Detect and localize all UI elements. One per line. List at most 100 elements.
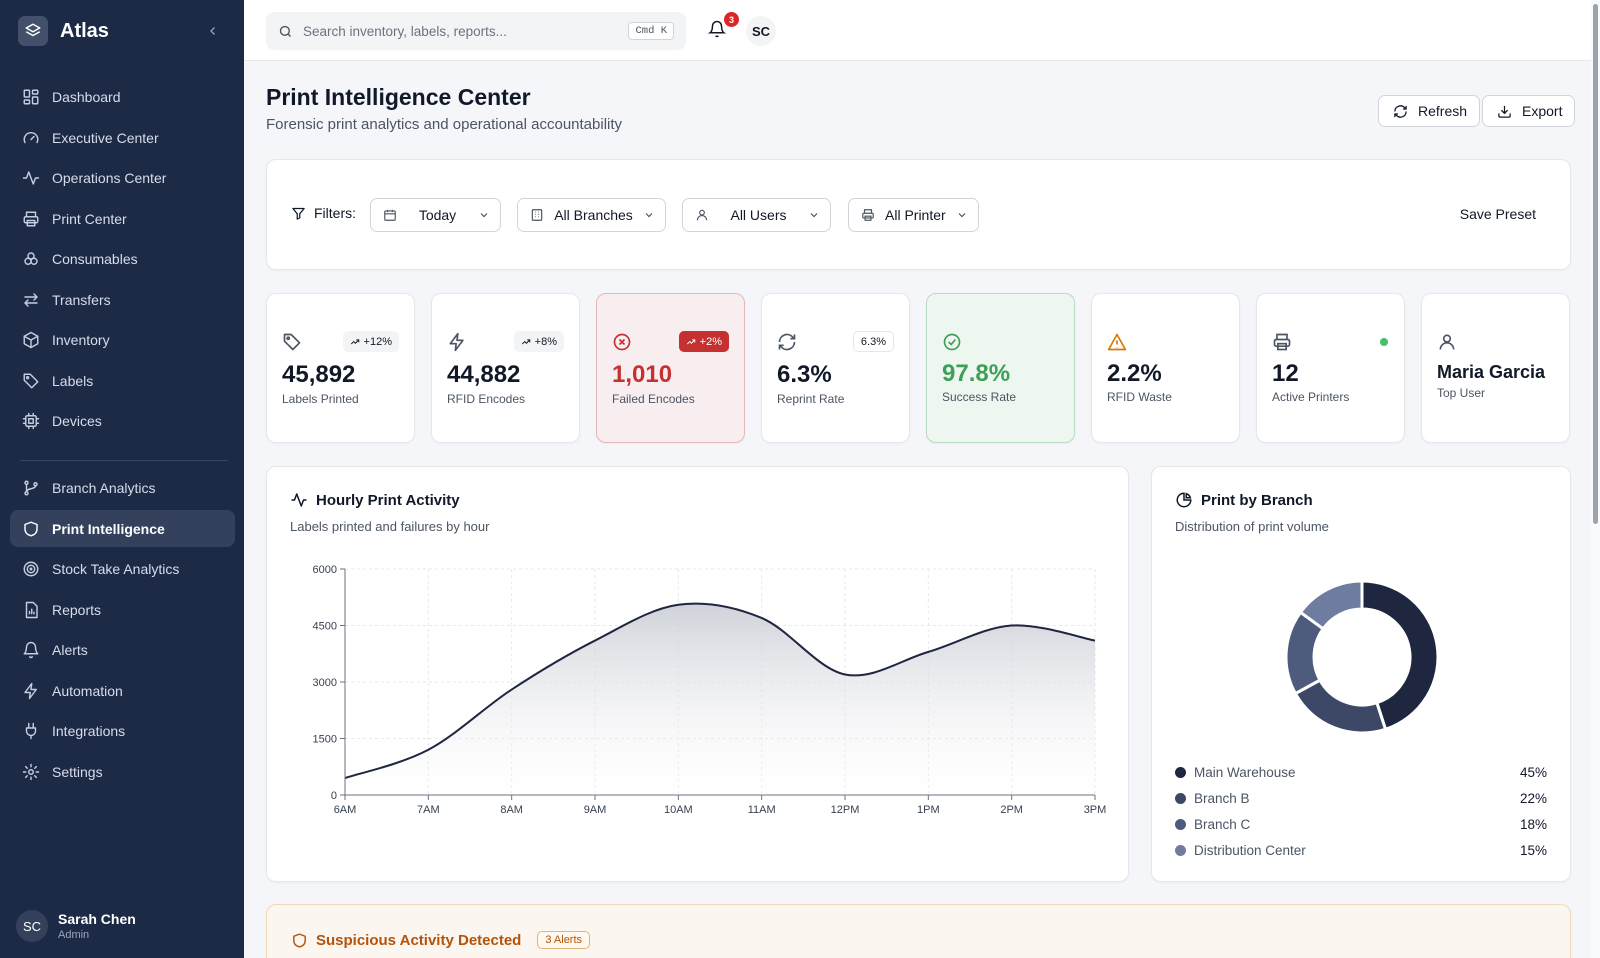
export-label: Export: [1522, 103, 1563, 119]
notifications-button[interactable]: [707, 20, 728, 40]
legend-swatch: [1175, 793, 1186, 804]
change-value: +12%: [363, 335, 392, 348]
x-tick-label: 11AM: [748, 804, 776, 816]
tag-icon: [283, 333, 301, 351]
scrollbar-thumb[interactable]: [1593, 4, 1598, 524]
kpi-value: Maria Garcia: [1437, 362, 1546, 382]
y-tick-label: 4500: [313, 621, 337, 633]
user-profile[interactable]: SC Sarah Chen Admin: [16, 910, 136, 942]
calendar-icon: [384, 209, 396, 221]
save-preset-button[interactable]: Save Preset: [1459, 206, 1536, 222]
y-tick-label: 6000: [313, 564, 337, 576]
change-badge: +8%: [513, 331, 564, 352]
sidebar-item-stock-take-analytics[interactable]: Stock Take Analytics: [10, 550, 235, 587]
bell-icon: [707, 20, 727, 38]
sidebar-item-integrations[interactable]: Integrations: [10, 712, 235, 749]
x-tick-label: 7AM: [417, 804, 440, 816]
sidebar-item-label: Alerts: [52, 641, 88, 658]
kpi-value: 2.2%: [1107, 360, 1162, 387]
date-filter-select[interactable]: Today: [370, 198, 501, 232]
y-tick-label: 1500: [313, 734, 337, 746]
kpi-value: 12: [1272, 360, 1299, 387]
user-filter-select[interactable]: All Users: [682, 198, 831, 232]
legend-value: 22%: [1519, 791, 1547, 806]
sidebar-item-devices[interactable]: Devices: [10, 402, 235, 439]
zap-icon: [24, 682, 37, 699]
sidebar-item-transfers[interactable]: Transfers: [10, 281, 235, 318]
sidebar-item-label: Automation: [52, 682, 123, 699]
trend-up-icon: [686, 338, 695, 344]
pie-slice-branch-b[interactable]: [1293, 678, 1388, 735]
pie-slice-main-warehouse[interactable]: [1360, 579, 1440, 732]
kpi-label: RFID Encodes: [447, 392, 526, 406]
pie-slice-distribution-center[interactable]: [1298, 579, 1364, 631]
card-title: Print by Branch: [1175, 491, 1313, 509]
change-badge: 6.3%: [852, 331, 894, 352]
user-filter-value: All Users: [730, 207, 787, 223]
printer-icon: [862, 209, 874, 221]
sidebar-item-operations-center[interactable]: Operations Center: [10, 159, 235, 196]
sidebar-item-executive-center[interactable]: Executive Center: [10, 119, 235, 156]
kpi-card-failed-encodes: +2% 1,010 Failed Encodes: [596, 293, 745, 443]
activity-icon: [22, 170, 40, 185]
chevron-down-icon: [645, 213, 653, 218]
legend-value: 18%: [1519, 817, 1547, 832]
report-icon: [25, 601, 38, 618]
sidebar-item-alerts[interactable]: Alerts: [10, 631, 235, 668]
scrollbar[interactable]: [1591, 0, 1600, 958]
chevron-down-icon: [480, 213, 488, 218]
chevron-down-icon: [958, 213, 966, 218]
download-icon: [1498, 105, 1511, 118]
sidebar-item-label: Devices: [52, 412, 102, 429]
gear-icon: [22, 763, 40, 780]
y-tick-label: 3000: [313, 677, 337, 689]
kpi-value: 97.8%: [942, 360, 1011, 387]
legend-swatch: [1175, 767, 1186, 778]
sidebar-item-automation[interactable]: Automation: [10, 672, 235, 709]
refresh-button[interactable]: Refresh: [1378, 95, 1481, 127]
collapse-sidebar-button[interactable]: [204, 22, 222, 40]
sidebar-item-consumables[interactable]: Consumables: [10, 240, 235, 277]
kpi-card-reprint-rate: 6.3% 6.3% Reprint Rate: [761, 293, 910, 443]
brand[interactable]: Atlas: [18, 16, 109, 46]
sidebar-item-inventory[interactable]: Inventory: [10, 321, 235, 358]
avatar[interactable]: SC: [746, 16, 776, 46]
x-tick-label: 12PM: [831, 804, 860, 816]
export-button[interactable]: Export: [1482, 95, 1576, 127]
chart-subtitle: Labels printed and failures by hour: [290, 519, 490, 534]
branch-icon: [24, 480, 38, 495]
sidebar-item-print-intelligence[interactable]: Print Intelligence: [10, 510, 235, 547]
kpi-label: Failed Encodes: [612, 392, 695, 406]
package-icon: [23, 331, 39, 348]
kpi-label: Reprint Rate: [777, 392, 845, 406]
kpi-label: Success Rate: [942, 390, 1017, 404]
sidebar-item-branch-analytics[interactable]: Branch Analytics: [10, 469, 235, 506]
x-tick-label: 10AM: [664, 804, 693, 816]
branch-filter-select[interactable]: All Branches: [517, 198, 666, 232]
sidebar-item-settings[interactable]: Settings: [10, 753, 235, 790]
sidebar-item-label: Transfers: [52, 291, 111, 308]
chart-title: Hourly Print Activity: [316, 491, 460, 509]
legend-label: Branch C: [1194, 817, 1251, 832]
chevron-down-icon: [810, 213, 818, 218]
trend-up-icon: [521, 338, 530, 344]
printer-filter-select[interactable]: All Printers: [848, 198, 979, 232]
legend-value: 45%: [1519, 765, 1547, 780]
search-input[interactable]: Search inventory, labels, reports... Cmd…: [266, 12, 686, 50]
chevron-left-icon: [210, 27, 215, 35]
sidebar-item-reports[interactable]: Reports: [10, 591, 235, 628]
sidebar-item-dashboard[interactable]: Dashboard: [10, 78, 235, 115]
sidebar-item-label: Branch Analytics: [52, 479, 156, 496]
x-tick-label: 9AM: [584, 804, 607, 816]
change-value: +2%: [699, 335, 722, 348]
sidebar-item-labels[interactable]: Labels: [10, 362, 235, 399]
legend-value: 15%: [1519, 843, 1547, 858]
kpi-card-rfid-waste: 2.2% RFID Waste: [1091, 293, 1240, 443]
activity-icon: [291, 493, 307, 507]
chip-icon: [22, 412, 40, 429]
legend-item: Branch C 18%: [1175, 817, 1547, 832]
kpi-value: 1,010: [612, 361, 673, 388]
arrows-swap-icon: [24, 292, 38, 307]
sidebar-item-print-center[interactable]: Print Center: [10, 200, 235, 237]
chart-subtitle: Distribution of print volume: [1175, 519, 1329, 534]
